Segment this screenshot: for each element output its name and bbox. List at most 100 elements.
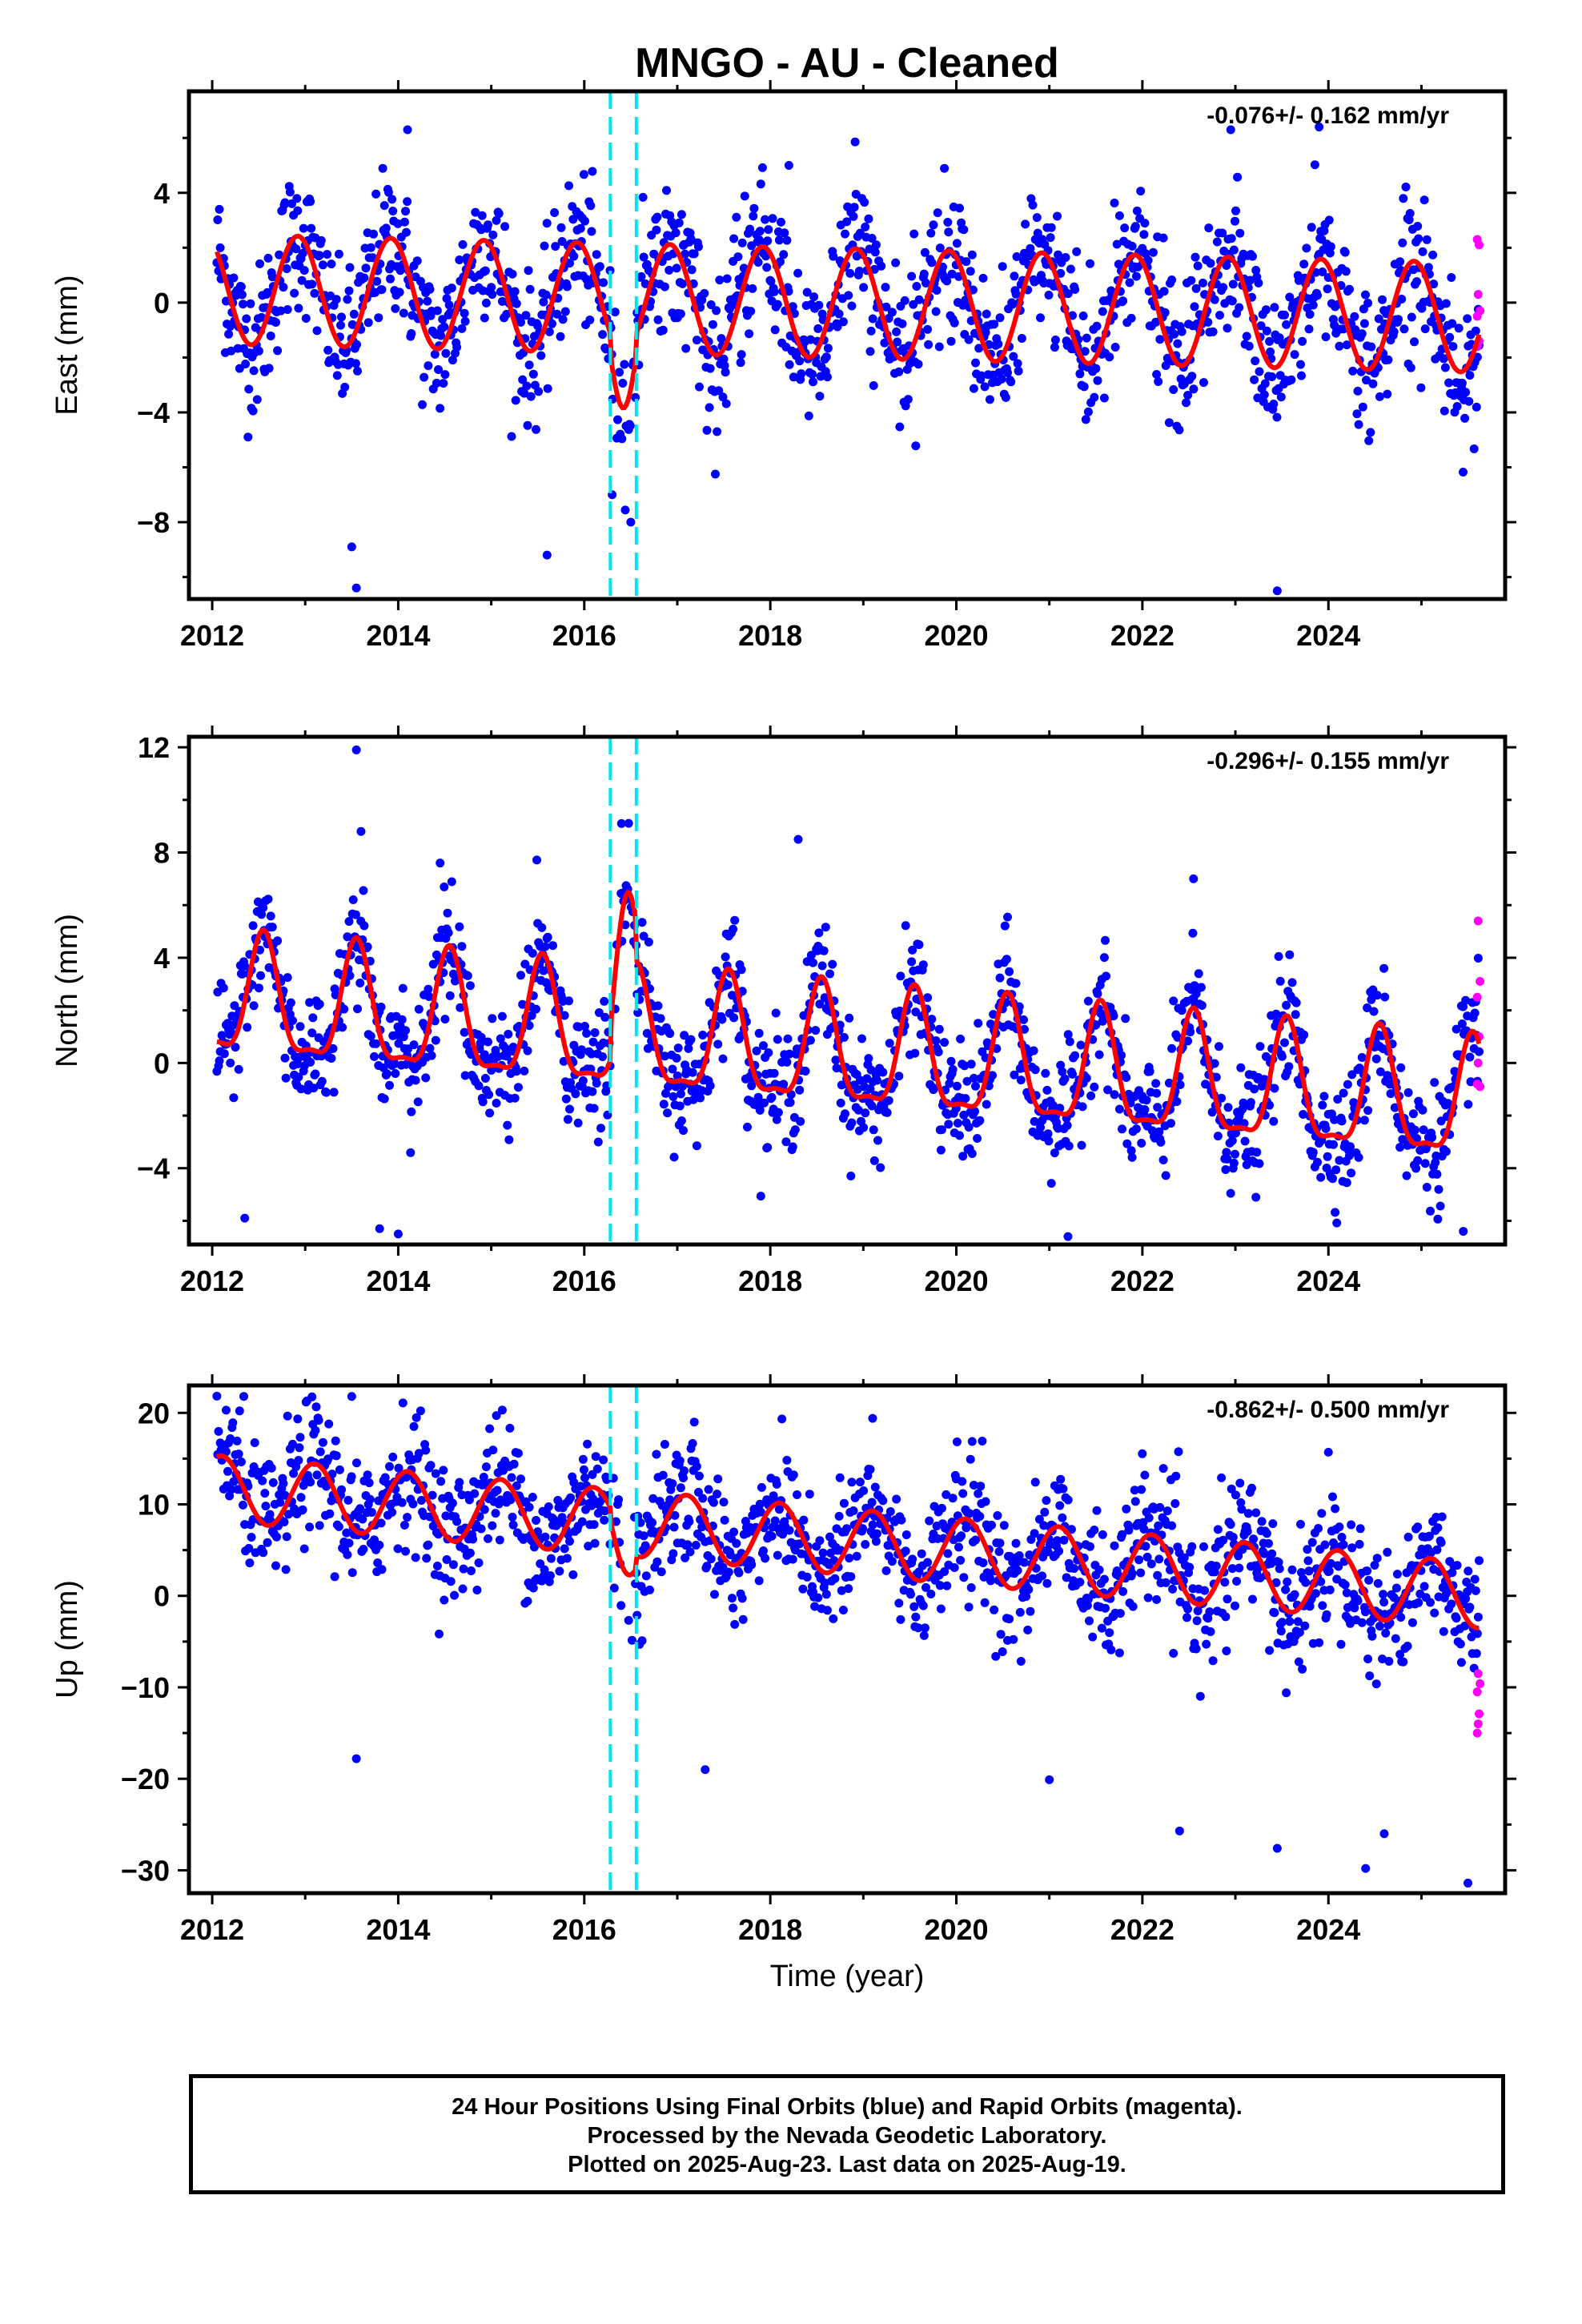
data-point xyxy=(737,238,747,247)
data-point xyxy=(990,1605,999,1614)
data-point xyxy=(967,250,977,259)
data-point xyxy=(1378,1655,1387,1663)
data-point xyxy=(689,1417,699,1427)
data-point xyxy=(645,1585,654,1594)
data-point xyxy=(1101,1603,1110,1613)
data-point xyxy=(337,312,346,322)
data-point xyxy=(864,214,873,223)
data-point xyxy=(867,1498,877,1507)
data-point xyxy=(785,1526,794,1535)
data-point xyxy=(1120,223,1130,233)
data-point xyxy=(641,1571,651,1581)
data-point xyxy=(1433,1214,1443,1224)
data-point xyxy=(880,338,889,348)
data-point xyxy=(1405,209,1415,218)
data-point xyxy=(957,1531,966,1541)
data-point xyxy=(1223,1594,1232,1604)
data-point xyxy=(328,1043,338,1053)
plot-frame xyxy=(187,734,1508,1247)
data-point xyxy=(343,932,352,942)
data-point xyxy=(1434,1184,1443,1194)
x-tick-label: 2014 xyxy=(366,619,430,652)
data-point xyxy=(1086,1091,1096,1100)
data-point xyxy=(312,1470,322,1480)
data-point xyxy=(455,1478,464,1487)
data-point xyxy=(516,971,525,980)
data-point xyxy=(952,239,962,248)
data-point xyxy=(1375,1067,1385,1076)
data-point xyxy=(1143,1593,1153,1602)
data-point xyxy=(944,227,954,237)
data-point xyxy=(637,918,647,927)
data-point xyxy=(1315,1638,1324,1647)
data-point xyxy=(994,1547,1004,1556)
data-point xyxy=(1024,1585,1034,1594)
data-point xyxy=(1392,1570,1402,1579)
data-point xyxy=(1169,385,1178,394)
data-point xyxy=(673,1043,683,1053)
data-point xyxy=(525,284,535,294)
data-point xyxy=(986,1576,995,1586)
data-point xyxy=(293,1414,303,1424)
data-point xyxy=(771,1008,781,1018)
data-point xyxy=(1098,1530,1107,1539)
data-point xyxy=(1461,1594,1471,1603)
data-point xyxy=(773,1108,783,1117)
data-point xyxy=(408,1499,418,1509)
data-point xyxy=(677,1116,686,1125)
rapid-orbit-point xyxy=(1473,1719,1483,1729)
data-point xyxy=(445,991,455,1000)
data-point xyxy=(510,287,520,296)
data-point xyxy=(620,360,629,369)
data-point xyxy=(723,980,733,990)
data-point xyxy=(1307,223,1316,232)
data-point xyxy=(953,1119,962,1128)
data-point xyxy=(1083,407,1093,416)
outlier-point xyxy=(347,542,356,552)
data-point xyxy=(1154,1521,1163,1530)
data-point xyxy=(439,1466,448,1475)
data-point xyxy=(1048,1100,1058,1110)
data-point xyxy=(1244,341,1254,351)
model-fit-line xyxy=(215,1453,1480,1631)
data-point xyxy=(610,308,620,317)
data-point xyxy=(331,1436,340,1445)
data-point xyxy=(1041,1068,1050,1078)
data-point xyxy=(412,1413,421,1422)
data-point xyxy=(586,201,596,211)
data-point xyxy=(1275,1564,1284,1574)
data-point xyxy=(1136,187,1146,196)
data-point xyxy=(1299,259,1309,269)
data-point xyxy=(1460,1621,1470,1630)
data-point xyxy=(788,1554,797,1564)
data-point xyxy=(460,1027,469,1037)
data-point xyxy=(1206,259,1215,268)
data-point xyxy=(749,211,758,221)
data-point xyxy=(391,304,400,313)
data-point xyxy=(1127,1569,1137,1578)
data-point xyxy=(887,1557,897,1566)
data-point xyxy=(1215,311,1224,320)
data-point xyxy=(548,941,557,951)
data-point xyxy=(1383,355,1393,364)
data-point xyxy=(1187,372,1197,381)
data-point xyxy=(639,1531,648,1541)
data-point xyxy=(1475,1556,1484,1566)
data-point xyxy=(1219,1535,1228,1545)
data-point xyxy=(1298,336,1307,346)
data-point xyxy=(754,1028,764,1038)
data-point xyxy=(1326,1558,1335,1568)
data-point xyxy=(1325,1585,1335,1594)
data-point xyxy=(790,1125,800,1135)
data-point xyxy=(702,425,712,435)
data-point xyxy=(546,1554,556,1563)
data-point xyxy=(1005,1614,1014,1624)
data-point xyxy=(1299,1030,1309,1039)
data-point xyxy=(1272,412,1282,422)
data-point xyxy=(1418,247,1427,256)
data-point xyxy=(706,300,716,309)
data-point xyxy=(648,1518,657,1527)
data-point xyxy=(600,1012,610,1022)
data-point xyxy=(266,911,275,921)
data-point xyxy=(918,960,928,970)
